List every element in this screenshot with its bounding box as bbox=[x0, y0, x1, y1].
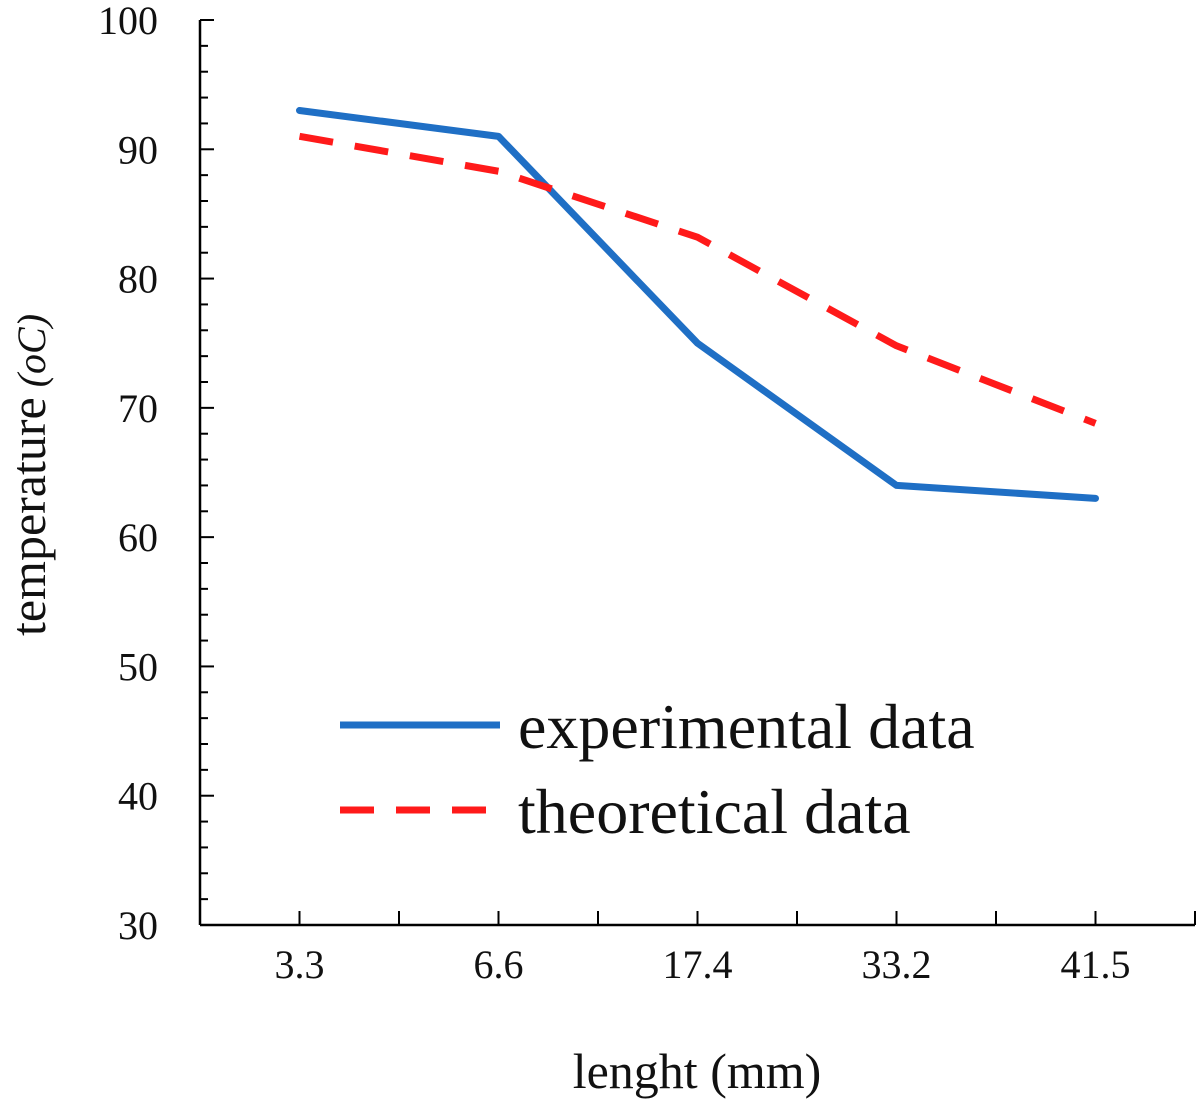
y-axis-title-main: temperature bbox=[0, 397, 56, 636]
y-tick-label: 40 bbox=[118, 774, 158, 819]
series-line-experimental bbox=[296, 107, 1099, 502]
x-axis-title: lenght (mm) bbox=[573, 1043, 822, 1099]
x-tick-label: 41.5 bbox=[1061, 942, 1131, 987]
y-axis-ticks: 30 40 50 60 70 80 90 100 bbox=[98, 0, 214, 948]
legend-label-experimental: experimental data bbox=[518, 691, 975, 762]
legend: experimental data theoretical data bbox=[340, 691, 975, 847]
x-tick-label: 33.2 bbox=[862, 942, 932, 987]
x-tick-label: 17.4 bbox=[663, 942, 733, 987]
x-axis-ticks: 3.3 6.6 17.4 33.2 41.5 bbox=[199, 911, 1196, 987]
series-line-theoretical bbox=[298, 132, 1097, 427]
x-tick-label: 3.3 bbox=[275, 942, 325, 987]
y-axis-title: temperature (oC) bbox=[0, 314, 56, 636]
y-tick-label: 60 bbox=[118, 515, 158, 560]
y-tick-label: 100 bbox=[98, 0, 158, 43]
x-tick-label: 6.6 bbox=[474, 942, 524, 987]
y-tick-label: 30 bbox=[118, 903, 158, 948]
y-tick-label: 80 bbox=[118, 257, 158, 302]
y-tick-label: 50 bbox=[118, 644, 158, 689]
series-group bbox=[296, 107, 1099, 502]
y-axis-title-unit: (oC) bbox=[9, 314, 54, 387]
legend-label-theoretical: theoretical data bbox=[518, 776, 911, 847]
y-tick-label: 90 bbox=[118, 127, 158, 172]
y-tick-label: 70 bbox=[118, 386, 158, 431]
